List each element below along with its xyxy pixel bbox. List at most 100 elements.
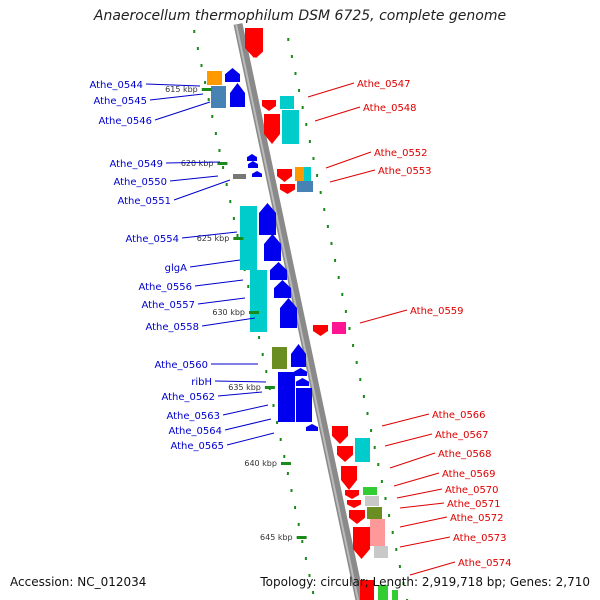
gene-arrow-red — [332, 426, 348, 444]
gene-arrow-red — [313, 325, 328, 336]
track-dot-right — [305, 123, 308, 126]
cog-box-olive — [367, 507, 382, 519]
track-dot-left — [294, 506, 297, 509]
track-dot-left — [297, 523, 300, 526]
gene-label-right: Athe_0568 — [438, 449, 492, 460]
track-dot-left — [225, 183, 228, 186]
track-dot-right — [402, 582, 405, 585]
genome-summary-text: Topology: circular; Length: 2,919,718 bp… — [260, 575, 590, 589]
label-leader-line — [393, 472, 440, 487]
kbp-tick-mark — [264, 386, 275, 389]
track-dot-left — [301, 540, 304, 543]
gene-arrow-blue — [230, 83, 245, 107]
label-leader-line — [224, 418, 272, 431]
track-dot-right — [391, 531, 394, 534]
kbp-tick-mark — [201, 88, 212, 91]
track-dot-right — [290, 55, 293, 58]
track-dot-right — [344, 310, 347, 313]
gene-arrow-red — [264, 114, 280, 144]
gene-arrow-red — [349, 510, 365, 524]
track-dot-right — [388, 514, 391, 517]
label-leader-line — [222, 404, 269, 416]
gene-label-left: Athe_0564 — [168, 426, 222, 437]
track-dot-left — [304, 557, 307, 560]
label-leader-line — [399, 502, 445, 509]
gene-label-right: Athe_0566 — [432, 410, 486, 421]
label-leader-line — [329, 169, 376, 183]
map-title: Anaerocellum thermophilum DSM 6725, comp… — [93, 8, 507, 24]
track-dot-right — [323, 208, 326, 211]
gene-label-right: Athe_0552 — [374, 148, 428, 159]
cog-box-gray — [365, 496, 379, 506]
kbp-tick-label: 615 kbp — [165, 85, 198, 94]
gene-label-left: Athe_0565 — [170, 441, 224, 452]
cog-box-magenta — [332, 322, 346, 334]
gene-label-left: Athe_0554 — [125, 234, 179, 245]
kbp-tick-mark — [280, 462, 291, 465]
gene-arrow-blue — [274, 280, 291, 298]
track-dot-left — [214, 132, 217, 135]
track-dot-right — [319, 191, 322, 194]
track-dot-left — [279, 438, 282, 441]
gene-label-right: Athe_0574 — [458, 558, 512, 569]
gene-label-right: Athe_0553 — [378, 166, 432, 177]
cog-box-pink — [370, 519, 385, 546]
cog-box-steel — [297, 181, 313, 192]
kbp-tick-label: 645 kbp — [260, 533, 293, 542]
gene-label-left: Athe_0562 — [161, 392, 215, 403]
track-dot-left — [232, 217, 235, 220]
track-dot-right — [287, 38, 290, 41]
label-leader-line — [201, 317, 256, 327]
cog-box-green — [392, 590, 398, 600]
track-dot-left — [204, 81, 207, 84]
track-dot-right — [337, 276, 340, 279]
track-dot-right — [341, 293, 344, 296]
gene-arrow-blue — [294, 368, 307, 376]
track-dot-right — [359, 378, 362, 381]
cog-box-cyan — [304, 167, 311, 181]
gene-label-right: Athe_0569 — [442, 469, 496, 480]
track-dot-right — [366, 412, 369, 415]
gene-label-left: Athe_0545 — [93, 96, 147, 107]
track-dot-right — [352, 344, 355, 347]
gene-arrow-red — [353, 527, 370, 559]
gene-arrow-red — [249, 44, 263, 58]
track-dot-right — [384, 497, 387, 500]
gene-label-left: Athe_0544 — [89, 80, 143, 91]
label-leader-line — [217, 391, 263, 397]
track-dot-right — [330, 242, 333, 245]
track-dot-left — [200, 64, 203, 67]
gene-arrow-red — [341, 466, 357, 490]
kbp-ticks: 615 kbp 620 kbp 625 kbp 630 kbp 635 kbp 640 k… — [165, 85, 307, 542]
kbp-tick-label: 620 kbp — [181, 159, 214, 168]
label-leader-line — [381, 413, 430, 427]
track-dot-right — [298, 89, 301, 92]
track-dot-left — [283, 455, 286, 458]
track-dot-left — [312, 591, 315, 594]
cog-box-orange — [207, 71, 222, 85]
label-leader-line — [314, 106, 361, 122]
label-leader-line — [145, 83, 201, 87]
cog-box-olive — [272, 347, 287, 369]
kbp-tick-label: 635 kbp — [228, 383, 261, 392]
label-leader-line — [154, 101, 211, 121]
track-dot-left — [211, 115, 214, 118]
kbp-tick-mark — [217, 162, 228, 165]
track-dot-right — [316, 174, 319, 177]
cog-box-steel — [211, 86, 226, 108]
track-dot-right — [294, 72, 297, 75]
track-dot-right — [355, 361, 358, 364]
gene-label-left: Athe_0557 — [141, 300, 195, 311]
track-dot-right — [362, 395, 365, 398]
cog-box-green — [378, 585, 388, 600]
track-dot-left — [286, 472, 289, 475]
gene-arrow-blue — [247, 154, 257, 161]
label-leader-line — [359, 309, 408, 324]
label-leader-line — [165, 161, 221, 164]
cog-box-cyan — [280, 96, 294, 109]
gene-label-left: Athe_0560 — [154, 360, 208, 371]
gene-arrow-blue — [225, 68, 240, 82]
gene-box-blue — [278, 372, 295, 422]
gene-arrow-blue — [259, 203, 276, 235]
gene-label-right: Athe_0548 — [363, 103, 417, 114]
